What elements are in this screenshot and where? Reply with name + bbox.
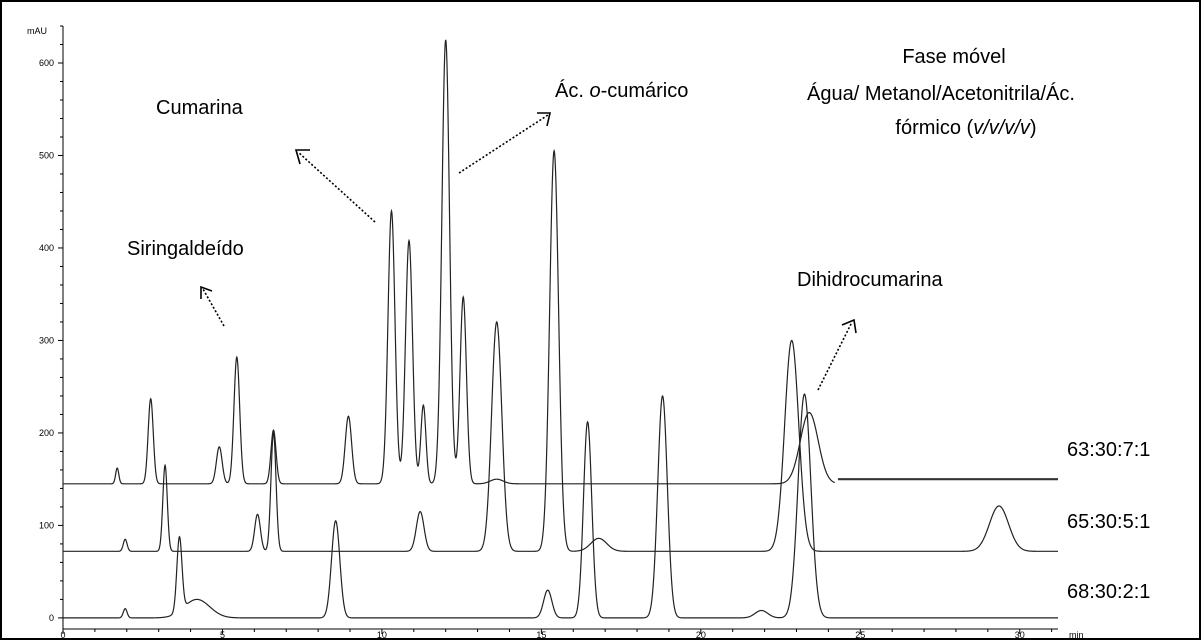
y-tick-label: 400 [39,243,54,253]
arrow-cumarina [294,149,376,223]
axes: 0 100 200 300 400 500 600 mAU 0 5 10 15 20 25 30 min [27,25,1084,640]
series-layer [63,39,1058,619]
x-tick-label: 5 [220,630,225,640]
x-tick-label: 30 [1015,630,1025,640]
annotation-ratio-italic: v/v/v/v [973,117,1031,139]
series-line-2 [63,393,1058,619]
arrow-siringaldeido [200,285,225,327]
annotation-o-cumarico-suffix: -cumárico [601,80,689,102]
annotation-siringaldeido: Siringaldeído [127,238,244,260]
annotation-ratio-suffix: ) [1030,117,1037,139]
series-line-1 [63,148,1058,552]
y-tick-label: 200 [39,428,54,438]
y-tick-label: 100 [39,520,54,530]
x-unit-label: min [1069,630,1084,640]
series-label-63-30-7-1: 63:30:7:1 [1067,439,1150,461]
annotation-ratio-prefix: fórmico ( [895,117,973,139]
x-tick-label: 10 [377,630,387,640]
annotation-cumarina: Cumarina [156,97,244,119]
y-tick-label: 300 [39,335,54,345]
x-tick-label: 20 [696,630,706,640]
series-label-65-30-5-1: 65:30:5:1 [1067,511,1150,533]
annotation-o-cumarico-italic: o [589,80,600,102]
annotation-dihidrocumarina: Dihidrocumarina [797,269,943,291]
y-tick-label: 600 [39,58,54,68]
annotation-o-cumarico: Ác. o-cumárico [555,79,688,102]
y-tick-label: 0 [49,613,54,623]
series-line-0 [63,39,835,485]
annotation-arrows [200,112,857,391]
x-tick-label: 15 [536,630,546,640]
y-tick-label: 500 [39,150,54,160]
x-tick-label: 0 [60,630,65,640]
annotation-mobile-phase-ratio: fórmico (v/v/v/v) [895,117,1036,139]
arrow-dihidrocumarina [817,318,857,391]
arrow-o-cumarico [458,112,552,174]
annotation-o-cumarico-prefix: Ác. [555,79,589,102]
x-tick-label: 25 [855,630,865,640]
y-unit-label: mAU [27,26,47,36]
annotation-mobile-phase-components: Água/ Metanol/Acetonitrila/Ác. [807,82,1075,105]
annotation-fase-movel: Fase móvel [902,46,1005,68]
series-label-68-30-2-1: 68:30:2:1 [1067,581,1150,603]
